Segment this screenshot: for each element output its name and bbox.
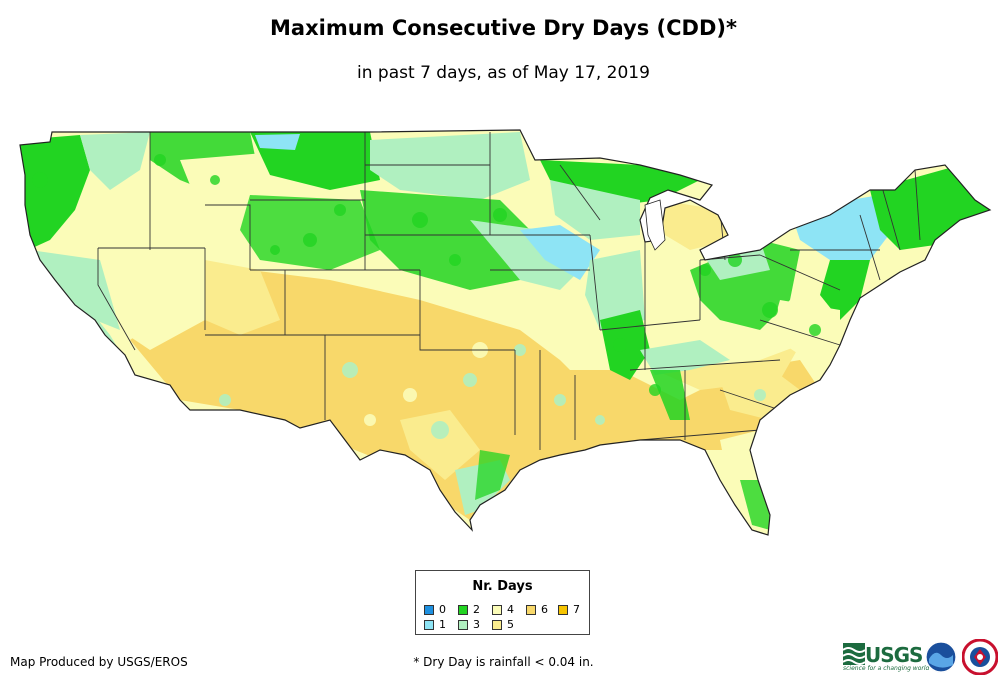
usgs-tagline: science for a changing world [843,665,930,672]
usgs-wave-icon [843,643,865,665]
legend-label: 4 [507,603,514,616]
legend-item-2: 2 [458,604,480,616]
legend-label: 0 [439,603,446,616]
legend-swatch [424,620,434,630]
legend-title: Nr. Days [472,579,533,594]
legend-item-3: 3 [458,619,480,631]
legend-label: 2 [473,603,480,616]
legend-label: 5 [507,618,514,631]
map-title: Maximum Consecutive Dry Days (CDD)* [270,16,737,40]
legend-item-5: 5 [492,619,514,631]
legend-item-1: 1 [424,619,446,631]
legend-label: 3 [473,618,480,631]
noaa-logo-icon [925,641,957,673]
cdd-map [19,129,991,536]
legend-swatch [458,620,468,630]
legend-swatch [458,605,468,615]
legend-item-0: 0 [424,604,446,616]
footnote-text: * Dry Day is rainfall < 0.04 in. [413,655,594,669]
legend-label: 7 [573,603,580,616]
legend-label: 6 [541,603,548,616]
legend-swatch [424,605,434,615]
legend-item-7: 7 [558,604,580,616]
nws-logo-icon [962,639,998,675]
map-subtitle: in past 7 days, as of May 17, 2019 [357,63,650,83]
usgs-logo: USGS science for a changing world [843,643,929,673]
legend: Nr. Days 0 1 2 3 4 5 6 7 [415,570,590,635]
legend-item-4: 4 [492,604,514,616]
legend-swatch [492,620,502,630]
legend-swatch [492,605,502,615]
usgs-wordmark: USGS [865,643,923,667]
legend-swatch [526,605,536,615]
legend-label: 1 [439,618,446,631]
legend-swatch [558,605,568,615]
credit-text: Map Produced by USGS/EROS [10,655,188,669]
legend-item-6: 6 [526,604,548,616]
